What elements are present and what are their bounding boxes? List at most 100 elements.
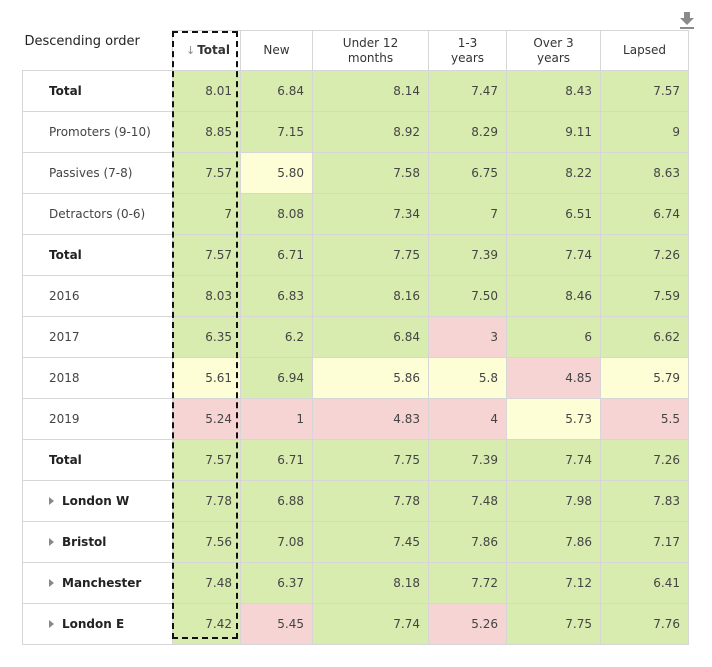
cell-new: 6.71 (240, 439, 313, 481)
row-label-text: Manchester (62, 576, 142, 590)
row-label: 2019 (22, 398, 173, 440)
row-label: 2017 (22, 316, 173, 358)
cell-1-3-years: 3 (428, 316, 507, 358)
row-label-text: Bristol (62, 535, 107, 549)
cell-total: 5.61 (172, 357, 241, 399)
row-label-expandable[interactable]: Bristol (22, 521, 173, 563)
row-label-text: 2018 (49, 371, 80, 385)
cell-total: 5.24 (172, 398, 241, 440)
cell-lapsed: 6.74 (600, 193, 689, 235)
cell-total: 8.01 (172, 70, 241, 112)
cell-total: 7.56 (172, 521, 241, 563)
table-body: Total 8.01 6.84 8.14 7.47 8.43 7.57 Promoters (… (22, 70, 689, 645)
cell-new: 8.08 (240, 193, 313, 235)
cell-under-12-months: 8.14 (312, 70, 429, 112)
cell-under-12-months: 7.34 (312, 193, 429, 235)
cell-lapsed: 5.79 (600, 357, 689, 399)
cell-lapsed: 9 (600, 111, 689, 153)
expand-triangle-icon[interactable] (49, 579, 54, 587)
column-header-1-3-years[interactable]: 1-3 years (428, 30, 507, 71)
cell-over-3-years: 7.75 (506, 603, 601, 645)
cell-new: 6.2 (240, 316, 313, 358)
row-label-text: 2017 (49, 330, 80, 344)
column-header-under-12-months[interactable]: Under 12 months (312, 30, 429, 71)
expand-triangle-icon[interactable] (49, 538, 54, 546)
cell-under-12-months: 4.83 (312, 398, 429, 440)
cell-under-12-months: 7.45 (312, 521, 429, 563)
row-label-expandable[interactable]: London E (22, 603, 173, 645)
table-row: London E 7.42 5.45 7.74 5.26 7.75 7.76 (22, 603, 689, 645)
row-label-text: Total (49, 84, 82, 98)
cell-1-3-years: 5.8 (428, 357, 507, 399)
sort-order-label[interactable]: Descending order (24, 33, 140, 49)
column-header-over-3-years[interactable]: Over 3 years (506, 30, 601, 71)
cell-new: 5.45 (240, 603, 313, 645)
cell-lapsed: 6.41 (600, 562, 689, 604)
cell-over-3-years: 4.85 (506, 357, 601, 399)
header-row: Descending order ↓ Total New Under 12 mon… (23, 30, 689, 71)
cell-over-3-years: 6.51 (506, 193, 601, 235)
cell-new: 6.37 (240, 562, 313, 604)
cell-new: 6.88 (240, 480, 313, 522)
cell-lapsed: 8.63 (600, 152, 689, 194)
column-header-lapsed[interactable]: Lapsed (600, 30, 689, 71)
row-label: 2018 (22, 357, 173, 399)
row-label: Detractors (0-6) (22, 193, 173, 235)
cell-1-3-years: 5.26 (428, 603, 507, 645)
row-label: Total (22, 439, 173, 481)
row-label: Passives (7-8) (22, 152, 173, 194)
cell-new: 7.08 (240, 521, 313, 563)
download-icon[interactable] (680, 12, 694, 30)
table-row: Bristol 7.56 7.08 7.45 7.86 7.86 7.17 (22, 521, 689, 563)
cell-1-3-years: 7 (428, 193, 507, 235)
cell-over-3-years: 7.74 (506, 439, 601, 481)
cell-over-3-years: 7.86 (506, 521, 601, 563)
row-label-expandable[interactable]: London W (22, 480, 173, 522)
cell-over-3-years: 9.11 (506, 111, 601, 153)
cell-under-12-months: 8.18 (312, 562, 429, 604)
column-header-new[interactable]: New (240, 30, 313, 71)
cell-total: 7 (172, 193, 241, 235)
cell-under-12-months: 8.92 (312, 111, 429, 153)
sort-descending-icon: ↓ (185, 44, 196, 57)
table-row: Detractors (0-6) 7 8.08 7.34 7 6.51 6.74 (22, 193, 689, 235)
cell-under-12-months: 8.16 (312, 275, 429, 317)
table-row: 2016 8.03 6.83 8.16 7.50 8.46 7.59 (22, 275, 689, 317)
cell-over-3-years: 6 (506, 316, 601, 358)
column-header-total[interactable]: ↓ Total (172, 30, 241, 71)
cell-total: 7.42 (172, 603, 241, 645)
cell-total: 7.78 (172, 480, 241, 522)
cell-under-12-months: 7.74 (312, 603, 429, 645)
table-row: 2019 5.24 1 4.83 4 5.73 5.5 (22, 398, 689, 440)
cell-under-12-months: 7.58 (312, 152, 429, 194)
cell-over-3-years: 7.74 (506, 234, 601, 276)
row-label-text: 2016 (49, 289, 80, 303)
cell-total: 7.57 (172, 152, 241, 194)
cell-lapsed: 7.59 (600, 275, 689, 317)
expand-triangle-icon[interactable] (49, 620, 54, 628)
expand-triangle-icon[interactable] (49, 497, 54, 505)
row-label-text: London W (62, 494, 130, 508)
cell-over-3-years: 8.22 (506, 152, 601, 194)
row-label: Total (22, 70, 173, 112)
cell-1-3-years: 7.47 (428, 70, 507, 112)
cell-new: 5.80 (240, 152, 313, 194)
cell-over-3-years: 8.43 (506, 70, 601, 112)
cell-1-3-years: 4 (428, 398, 507, 440)
table-row: London W 7.78 6.88 7.78 7.48 7.98 7.83 (22, 480, 689, 522)
cell-new: 6.83 (240, 275, 313, 317)
cell-1-3-years: 7.72 (428, 562, 507, 604)
row-label-text: London E (62, 617, 125, 631)
cell-under-12-months: 7.75 (312, 439, 429, 481)
table-row: 2017 6.35 6.2 6.84 3 6 6.62 (22, 316, 689, 358)
row-label: Total (22, 234, 173, 276)
row-label-text: Total (49, 453, 82, 467)
cell-lapsed: 7.76 (600, 603, 689, 645)
cell-lapsed: 6.62 (600, 316, 689, 358)
cell-new: 6.94 (240, 357, 313, 399)
cell-over-3-years: 5.73 (506, 398, 601, 440)
cell-new: 1 (240, 398, 313, 440)
cell-1-3-years: 8.29 (428, 111, 507, 153)
row-label-expandable[interactable]: Manchester (22, 562, 173, 604)
